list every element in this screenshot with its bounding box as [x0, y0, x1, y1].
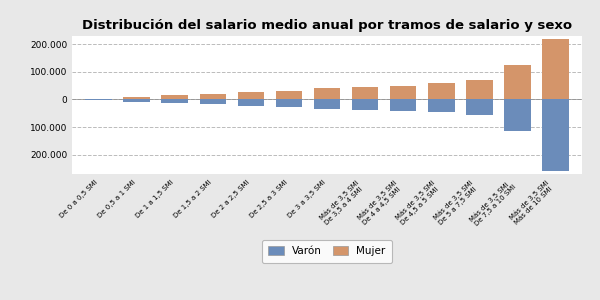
Bar	[314, 88, 340, 100]
Bar	[428, 83, 455, 100]
Bar	[314, 100, 340, 109]
Bar	[352, 100, 379, 110]
Bar	[542, 100, 569, 171]
Title: Distribución del salario medio anual por tramos de salario y sexo: Distribución del salario medio anual por…	[82, 19, 572, 32]
Bar	[542, 39, 569, 100]
Bar	[85, 99, 112, 100]
Bar	[352, 87, 379, 100]
Bar	[238, 92, 264, 100]
Bar	[275, 100, 302, 107]
Bar	[504, 100, 530, 131]
Bar	[124, 97, 150, 100]
Bar	[238, 100, 264, 106]
Bar	[161, 100, 188, 103]
Bar	[275, 91, 302, 100]
Bar	[428, 100, 455, 112]
Bar	[161, 95, 188, 100]
Bar	[199, 100, 226, 104]
Bar	[466, 80, 493, 100]
Bar	[124, 100, 150, 102]
Bar	[504, 65, 530, 100]
Legend: Varón, Mujer: Varón, Mujer	[262, 240, 392, 262]
Bar	[466, 100, 493, 116]
Bar	[199, 94, 226, 100]
Bar	[390, 100, 416, 111]
Bar	[390, 86, 416, 100]
